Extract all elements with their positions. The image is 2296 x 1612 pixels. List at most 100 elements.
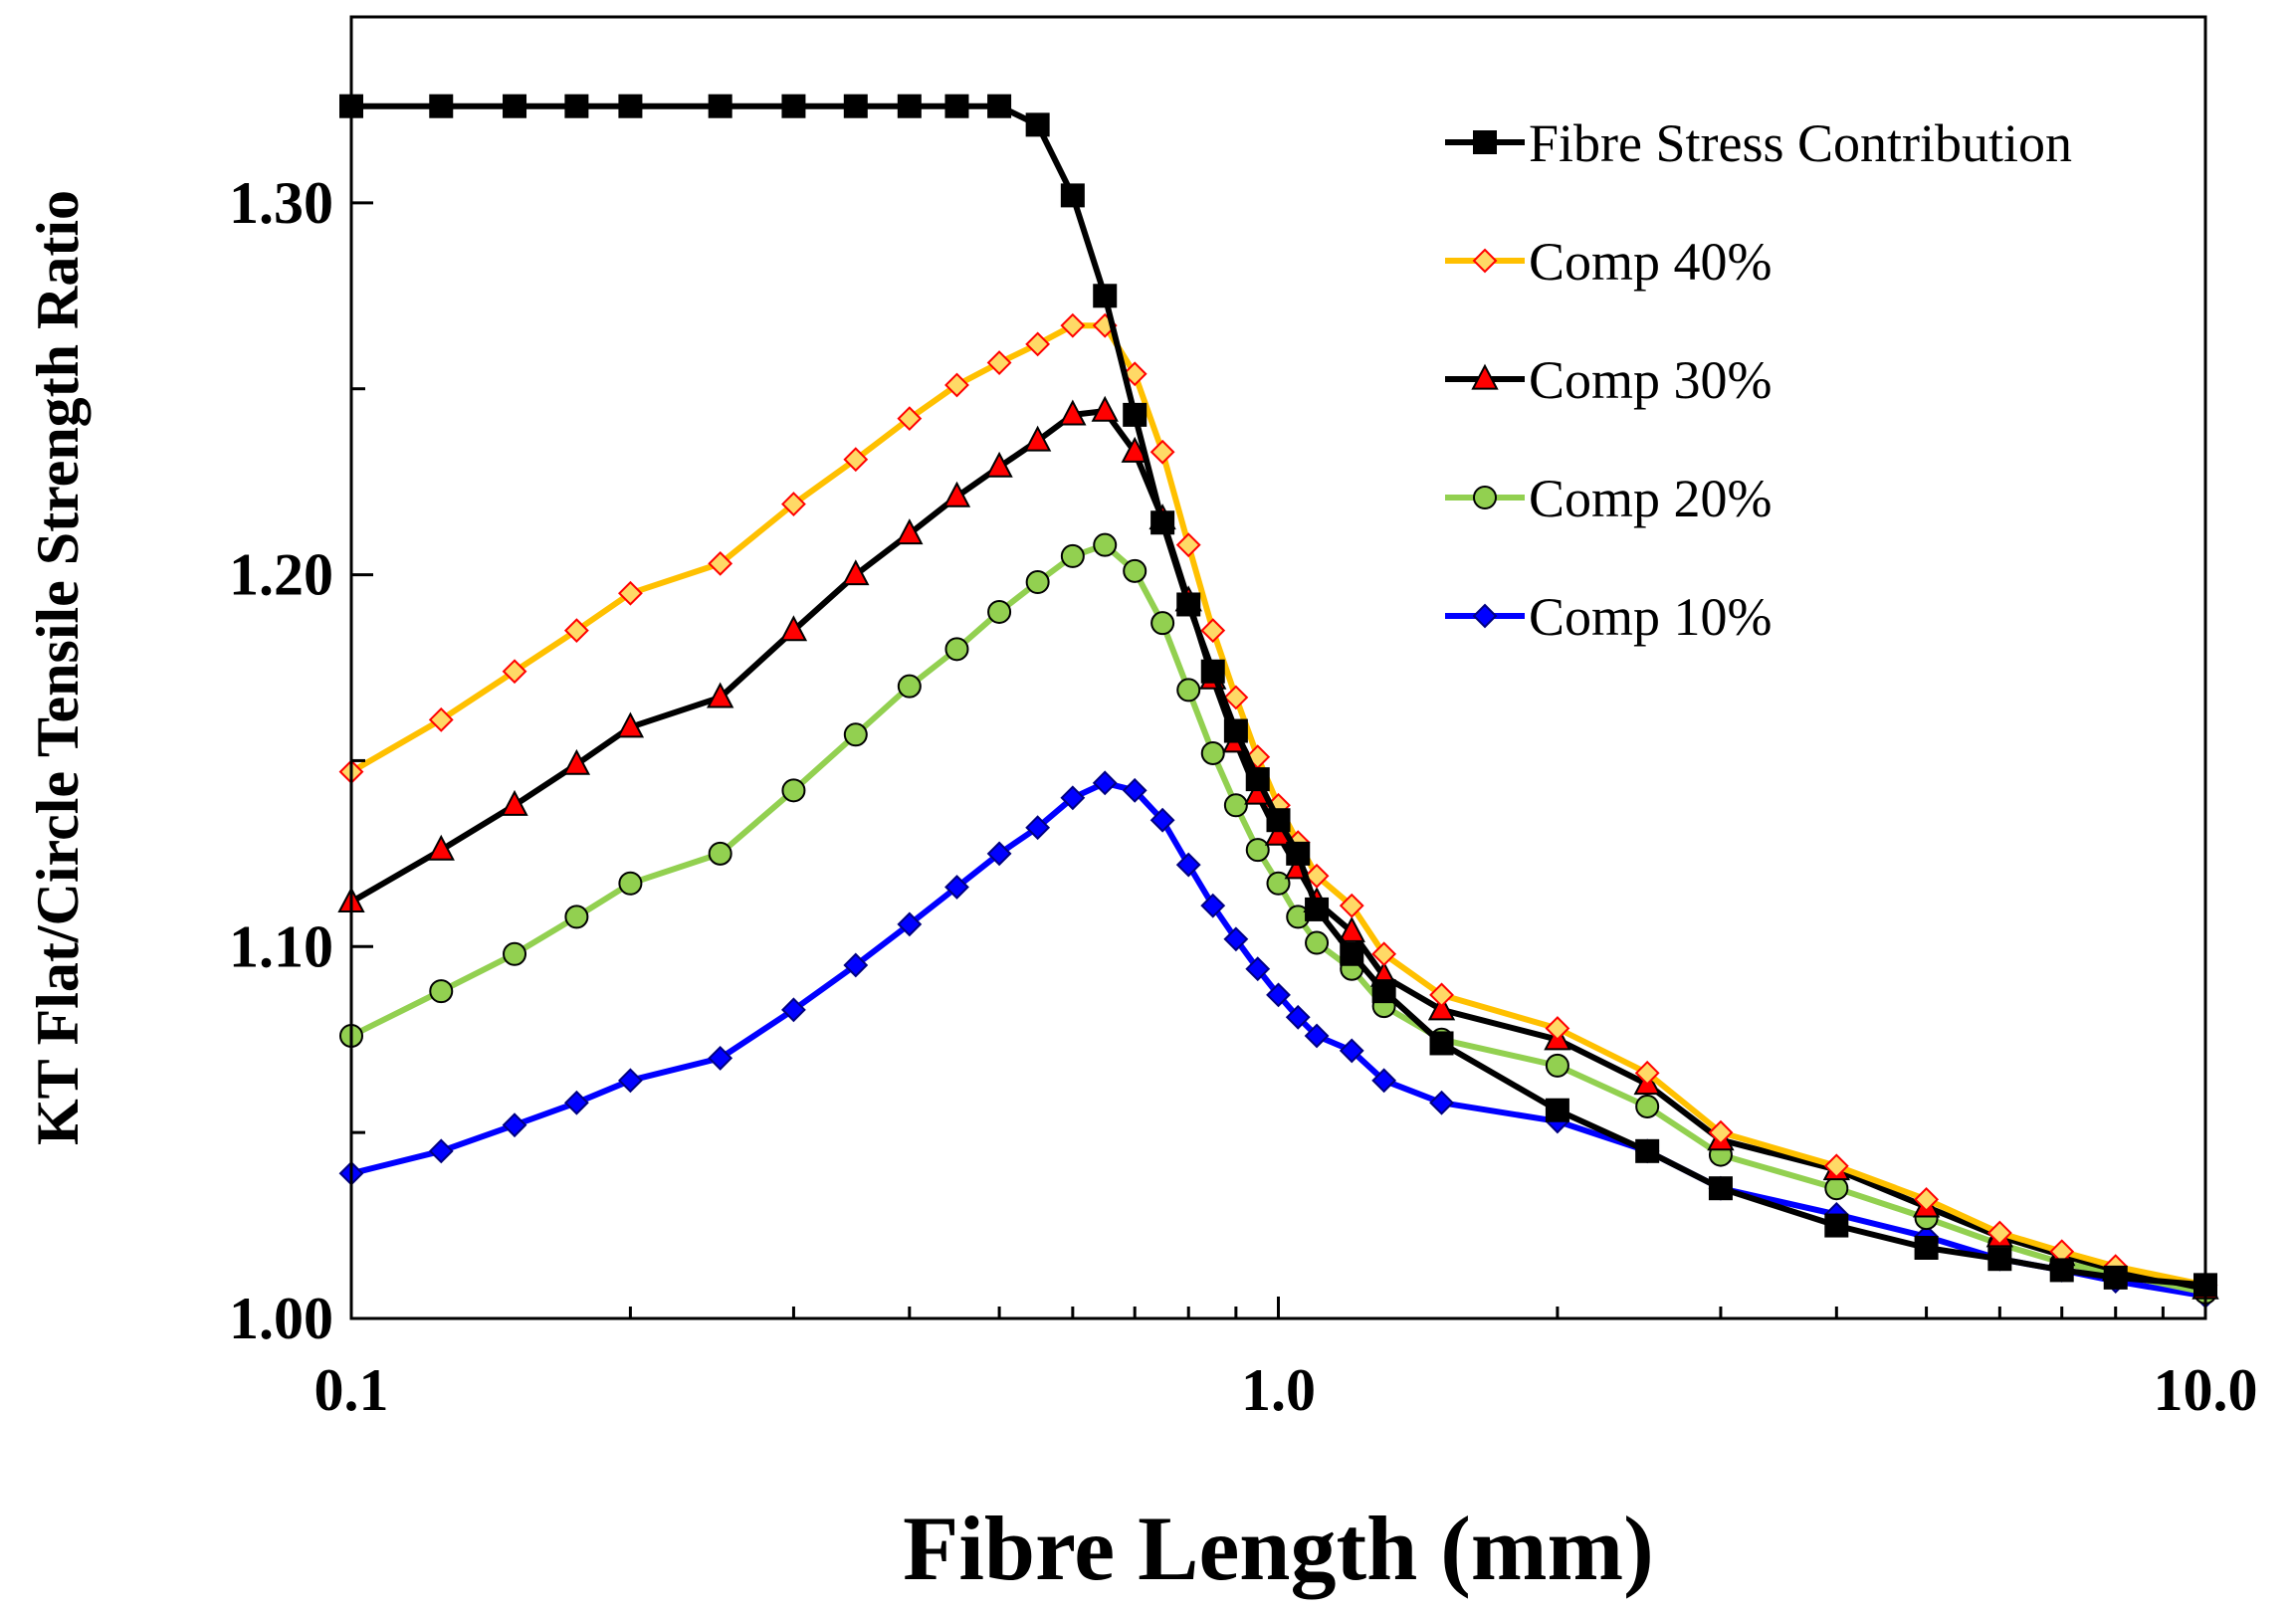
data-point-diamond	[1429, 982, 1454, 1008]
data-point-triangle	[1427, 994, 1456, 1021]
data-point-diamond	[1200, 893, 1226, 918]
legend-item: Fibre Stress Contribution	[1445, 113, 2072, 173]
data-point-square	[1200, 659, 1225, 684]
data-point-triangle	[1059, 399, 1087, 426]
data-point-square	[781, 94, 806, 118]
data-point-diamond	[1371, 1068, 1397, 1094]
data-point-diamond	[1339, 893, 1364, 918]
data-point-circle	[1245, 838, 1270, 863]
data-point-square	[618, 94, 643, 118]
data-point-square	[1025, 112, 1050, 137]
data-point-diamond	[1304, 1023, 1330, 1049]
data-point-triangle	[942, 481, 971, 507]
legend-label: Comp 30%	[1529, 350, 1773, 410]
data-point-square	[708, 94, 732, 118]
data-point-square	[429, 94, 454, 118]
data-point-square	[1245, 767, 1270, 792]
data-point-square	[1340, 941, 1364, 966]
data-point-diamond	[1472, 248, 1498, 274]
data-point-circle	[1824, 1176, 1849, 1201]
data-point-diamond	[617, 580, 643, 606]
legend-item: Comp 30%	[1445, 350, 1773, 410]
data-point-square	[1635, 1138, 1660, 1163]
y-axis-title: KT Flat/Circle Tensile Strength Ratio	[25, 190, 91, 1145]
legend-item: Comp 40%	[1445, 232, 1773, 292]
data-point-diamond	[1060, 312, 1086, 338]
axis-ticks: 1.00 1.10 1.20 1.30 0.1 1.0 10.0	[229, 170, 2258, 1423]
data-point-circle	[1266, 871, 1291, 896]
data-point-diamond	[502, 1112, 527, 1138]
data-point-diamond	[1429, 1090, 1454, 1115]
data-point-circle	[781, 778, 806, 803]
data-point-square	[1060, 183, 1085, 208]
data-point-diamond	[1472, 603, 1498, 629]
data-point-diamond	[1175, 852, 1201, 878]
data-point-square	[1286, 841, 1311, 866]
data-point-circle	[1025, 570, 1050, 595]
data-point-triangle	[1091, 395, 1119, 422]
x-tick-label: 0.1	[314, 1357, 389, 1423]
data-point-triangle	[562, 748, 591, 775]
data-point-diamond	[1092, 770, 1118, 796]
data-point-diamond	[1371, 941, 1397, 967]
legend-label: Fibre Stress Contribution	[1529, 113, 2072, 173]
data-point-square	[1093, 284, 1118, 308]
legend-label: Comp 20%	[1529, 469, 1773, 528]
data-point-triangle	[616, 711, 645, 738]
data-point-diamond	[502, 659, 527, 685]
data-point-square	[1223, 718, 1248, 743]
data-point-triangle	[842, 559, 870, 586]
data-point-circle	[1176, 678, 1201, 703]
data-point-circle	[1223, 793, 1248, 818]
y-tick-label: 1.10	[229, 913, 333, 979]
data-point-square	[2103, 1265, 2128, 1290]
data-point-triangle	[1023, 425, 1052, 452]
data-point-diamond	[708, 1045, 733, 1071]
data-point-circle	[618, 871, 643, 896]
data-point-diamond	[944, 372, 969, 398]
y-tick-label: 1.30	[229, 170, 333, 236]
data-point-square	[1123, 402, 1148, 427]
x-axis-title: Fibre Length (mm)	[903, 1498, 1654, 1599]
data-point-diamond	[617, 1068, 643, 1094]
data-point-diamond	[1223, 685, 1249, 710]
data-point-diamond	[1025, 815, 1051, 841]
data-point-circle	[429, 979, 454, 1004]
data-point-triangle	[1338, 915, 1365, 942]
data-point-diamond	[781, 997, 806, 1023]
data-point-square	[1914, 1235, 1939, 1260]
data-point-circle	[1123, 558, 1148, 583]
data-point-diamond	[1339, 1038, 1364, 1064]
data-point-triangle	[896, 518, 924, 545]
data-point-circle	[1093, 532, 1118, 557]
data-point-diamond	[1304, 863, 1330, 889]
data-point-diamond	[1223, 926, 1249, 952]
data-point-square	[503, 94, 527, 118]
data-point-diamond	[1175, 532, 1201, 558]
x-tick-label: 10.0	[2154, 1357, 2258, 1423]
data-point-triangle	[985, 451, 1013, 478]
series-fibre-stress-contribution	[339, 94, 2217, 1298]
y-tick-label: 1.20	[229, 542, 333, 608]
data-point-diamond	[986, 841, 1012, 867]
data-point-square	[1824, 1213, 1849, 1238]
data-point-circle	[987, 599, 1012, 624]
data-point-square	[2049, 1258, 2074, 1283]
data-point-circle	[1150, 611, 1175, 636]
data-point-diamond	[781, 492, 806, 516]
data-point-triangle	[501, 789, 528, 816]
data-point-circle	[1060, 543, 1085, 568]
data-point-diamond	[1708, 1119, 1734, 1145]
data-point-square	[987, 94, 1012, 118]
data-point-diamond	[1149, 439, 1175, 465]
legend-item: Comp 20%	[1445, 469, 1773, 528]
data-point-triangle	[779, 615, 808, 642]
data-point-circle	[503, 941, 527, 966]
data-point-square	[1305, 897, 1330, 921]
data-point-diamond	[1986, 1220, 2012, 1246]
data-point-diamond	[1122, 777, 1148, 803]
data-point-circle	[1473, 486, 1497, 509]
data-point-circle	[897, 674, 922, 699]
data-point-diamond	[1914, 1186, 1940, 1212]
